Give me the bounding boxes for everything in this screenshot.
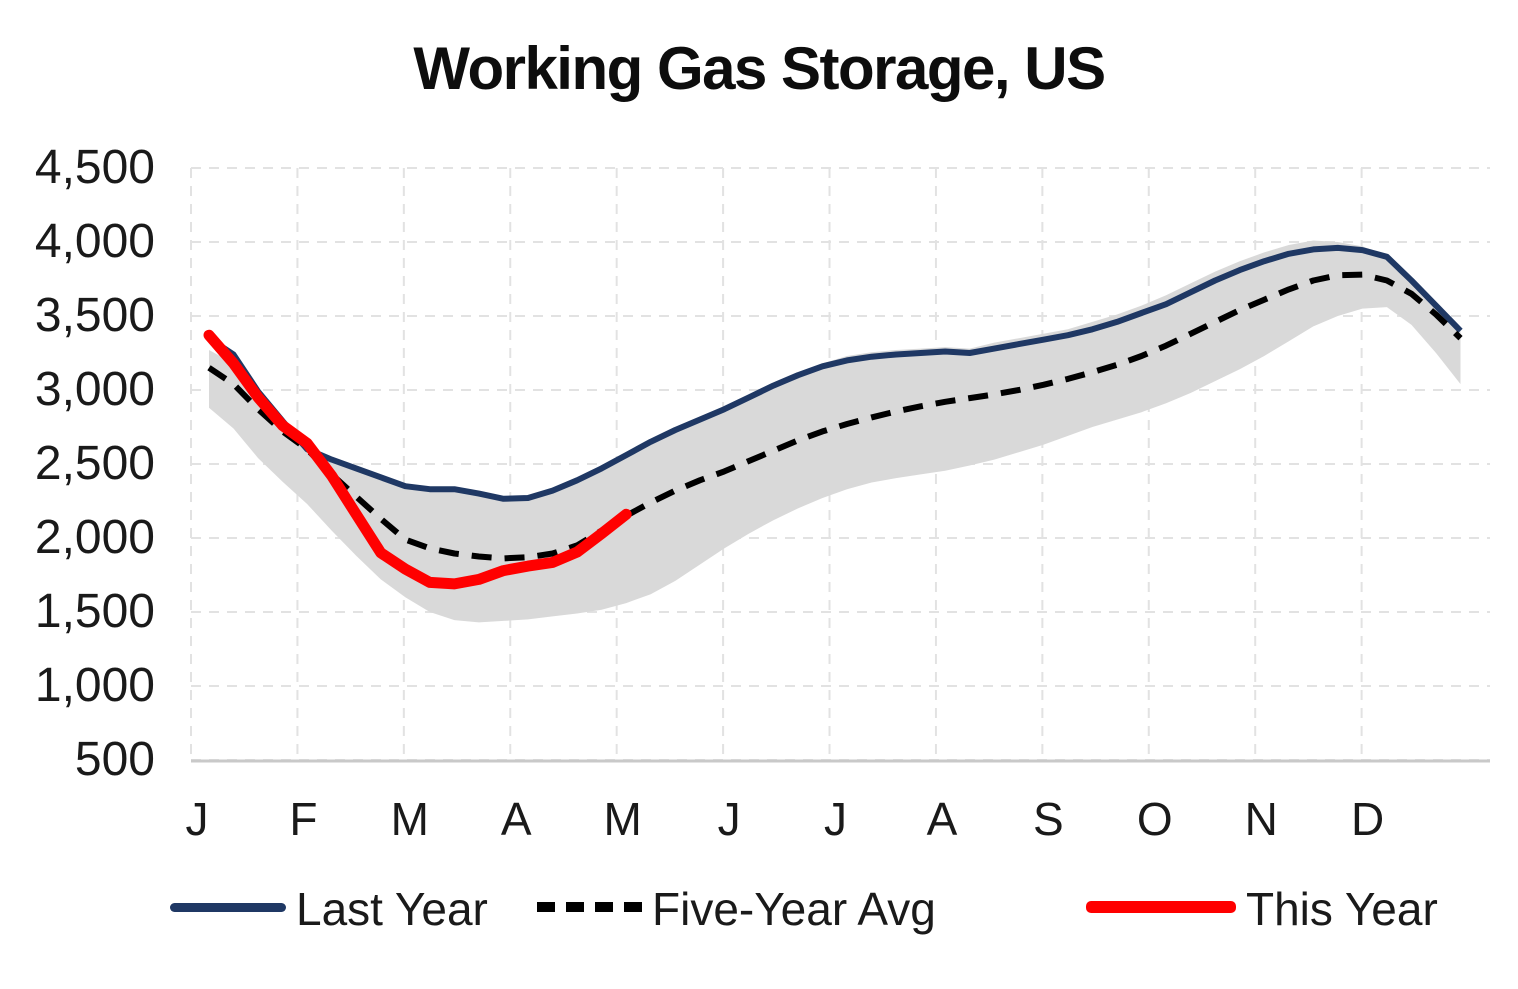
this-year-line-swatch: [1086, 901, 1236, 913]
y-tick-label: 4,500: [34, 141, 155, 194]
y-tick-label: 3,500: [34, 289, 155, 342]
x-tick-label-month: A: [500, 793, 532, 845]
x-tick-label-month: M: [390, 793, 429, 845]
legend-label-five-year-avg: Five-Year Avg: [652, 883, 936, 935]
x-tick-label-month: J: [824, 793, 848, 845]
y-tick-label: 500: [74, 733, 155, 786]
y-tick-label: 2,500: [34, 437, 155, 490]
chart-title: Working Gas Storage, US: [413, 35, 1106, 102]
this-year-line: [203, 329, 632, 590]
x-tick-label-month: M: [603, 793, 642, 845]
legend-label-last-year: Last Year: [296, 883, 488, 935]
five-year-avg-line-swatch: [537, 902, 649, 912]
x-tick-label-month: D: [1350, 793, 1385, 845]
last-year-line: [207, 244, 1463, 502]
x-tick-label-month: O: [1136, 793, 1173, 845]
x-tick-label-month: N: [1244, 793, 1278, 845]
x-tick-label-month: J: [717, 793, 741, 845]
x-tick-label-month: A: [926, 793, 958, 845]
y-tick-label: 2,000: [34, 511, 155, 564]
y-tick-label: 3,000: [34, 363, 155, 416]
x-tick-label-month: F: [289, 793, 318, 845]
x-tick-label-month: J: [185, 793, 209, 845]
legend-label-this-year: This Year: [1246, 883, 1438, 935]
x-tick-label-month: S: [1033, 793, 1064, 845]
y-tick-label: 4,000: [34, 215, 155, 268]
y-tick-label: 1,500: [34, 585, 155, 638]
y-tick-label: 1,000: [34, 659, 155, 712]
five-year-avg-line: [207, 271, 1463, 562]
five-year-range-band: [209, 240, 1461, 623]
last-year-line-swatch: [170, 903, 286, 912]
